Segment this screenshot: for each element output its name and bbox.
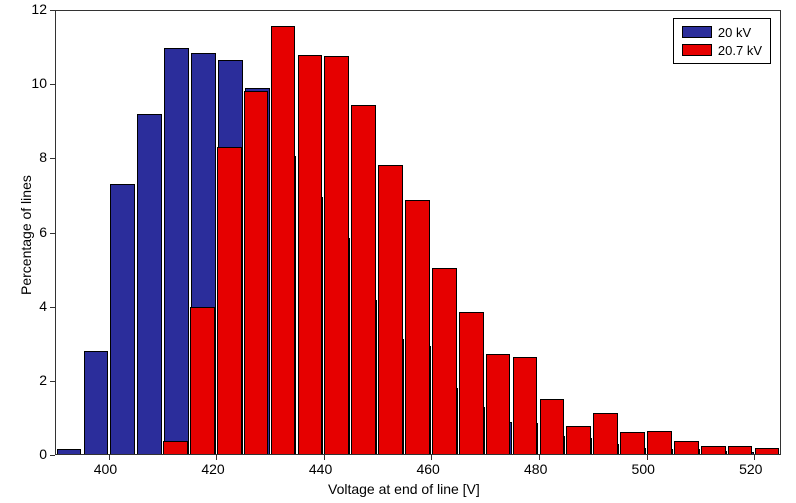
y-tick	[50, 84, 55, 85]
bar	[351, 105, 376, 455]
x-tick-label: 520	[739, 461, 762, 477]
x-tick	[216, 455, 217, 460]
legend-swatch	[682, 44, 712, 56]
y-tick-label: 4	[39, 298, 47, 314]
x-tick-label: 500	[632, 461, 655, 477]
bar	[405, 200, 430, 455]
bar	[674, 441, 699, 455]
y-tick-label: 6	[39, 224, 47, 240]
x-tick-label: 400	[94, 461, 117, 477]
bar	[190, 307, 215, 455]
x-tick	[431, 455, 432, 460]
legend-swatch	[682, 26, 712, 38]
bar	[620, 432, 645, 455]
histogram-chart: Voltage at end of line [V] Percentage of…	[0, 0, 796, 503]
y-tick-label: 8	[39, 149, 47, 165]
y-tick-label: 0	[39, 446, 47, 462]
bar	[271, 26, 296, 455]
bar	[110, 184, 135, 455]
y-tick	[50, 455, 55, 456]
x-tick-label: 480	[524, 461, 547, 477]
bar	[324, 56, 349, 455]
bar	[298, 55, 323, 455]
y-tick-label: 2	[39, 372, 47, 388]
y-tick	[50, 158, 55, 159]
bar	[57, 449, 82, 455]
bar	[432, 268, 457, 455]
bar	[459, 312, 484, 455]
y-tick-label: 10	[31, 75, 47, 91]
bar	[163, 441, 188, 455]
bar	[244, 91, 269, 455]
bar	[84, 351, 109, 455]
bar	[647, 431, 672, 455]
x-tick-label: 460	[416, 461, 439, 477]
bar	[701, 446, 726, 455]
legend-item: 20.7 kV	[682, 41, 762, 59]
x-tick	[324, 455, 325, 460]
x-tick	[754, 455, 755, 460]
y-tick-label: 12	[31, 1, 47, 17]
x-tick	[109, 455, 110, 460]
plot-area	[55, 10, 781, 455]
y-axis-label: Percentage of lines	[18, 175, 34, 295]
bar	[593, 413, 618, 455]
legend: 20 kV 20.7 kV	[673, 18, 771, 64]
x-tick-label: 420	[201, 461, 224, 477]
y-tick	[50, 10, 55, 11]
x-tick	[647, 455, 648, 460]
legend-label: 20.7 kV	[718, 43, 762, 58]
bar	[164, 48, 189, 455]
bar	[513, 357, 538, 455]
bar	[217, 147, 242, 455]
legend-item: 20 kV	[682, 23, 762, 41]
bar	[137, 114, 162, 455]
bar	[566, 426, 591, 455]
y-tick	[50, 233, 55, 234]
bar	[378, 165, 403, 455]
y-tick	[50, 307, 55, 308]
bar	[540, 399, 565, 455]
bar	[755, 448, 780, 455]
x-axis-label: Voltage at end of line [V]	[328, 481, 480, 497]
bar	[486, 354, 511, 455]
bar	[728, 446, 753, 455]
legend-label: 20 kV	[718, 25, 751, 40]
y-tick	[50, 381, 55, 382]
x-tick	[539, 455, 540, 460]
x-tick-label: 440	[309, 461, 332, 477]
